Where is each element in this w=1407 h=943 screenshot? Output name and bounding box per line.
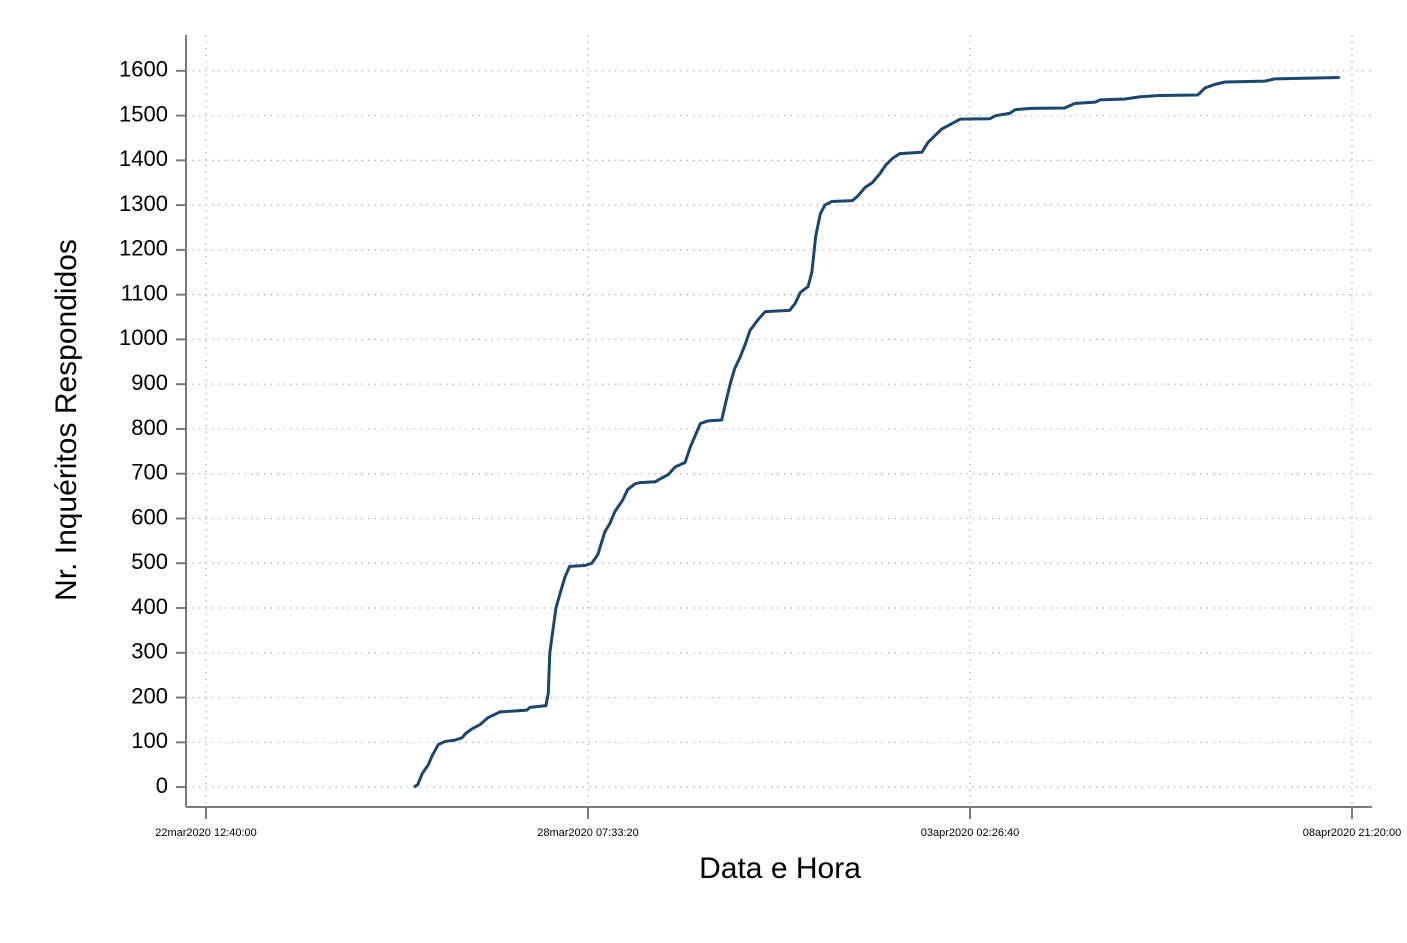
- y-tick-label: 900: [131, 370, 168, 395]
- y-tick-label: 100: [131, 728, 168, 753]
- y-tick-label: 700: [131, 460, 168, 485]
- y-tick-label: 1500: [119, 101, 168, 126]
- x-axis-title: Data e Hora: [699, 852, 861, 885]
- y-tick-label: 1200: [119, 236, 168, 261]
- y-tick-label: 500: [131, 549, 168, 574]
- x-tick-label: 28mar2020 07:33:20: [537, 827, 639, 839]
- y-tick-label: 800: [131, 415, 168, 440]
- y-tick-label: 1000: [119, 325, 168, 350]
- data-line: [413, 76, 1340, 789]
- x-tick-label: 03apr2020 02:26:40: [921, 827, 1019, 839]
- y-tick-label: 300: [131, 639, 168, 664]
- x-tick-label: 22mar2020 12:40:00: [155, 827, 257, 839]
- y-tick-label: 600: [131, 504, 168, 529]
- y-tick-label: 1600: [119, 57, 168, 82]
- y-tick-label: 1100: [121, 280, 168, 305]
- y-tick-label: 0: [156, 773, 168, 798]
- y-tick-label: 400: [131, 594, 168, 619]
- y-axis-title: Nr. Inquéritos Respondidos: [50, 239, 83, 601]
- y-tick-label: 1300: [119, 191, 168, 216]
- y-tick-label: 200: [131, 683, 168, 708]
- y-tick-label: 1400: [119, 146, 168, 171]
- x-tick-label: 08apr2020 21:20:00: [1303, 827, 1401, 839]
